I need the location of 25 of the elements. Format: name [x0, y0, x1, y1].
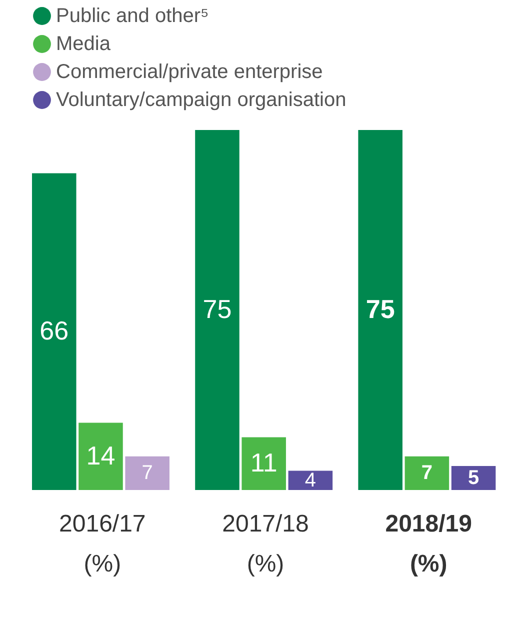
data-label: 75: [202, 294, 232, 324]
data-label: 75: [366, 294, 395, 324]
bar: [32, 173, 76, 490]
data-label: 5: [468, 467, 480, 489]
bar: [78, 422, 123, 490]
data-label: 4: [304, 469, 316, 492]
data-label: 7: [142, 462, 153, 484]
legend-label: Commercial/private enterprise: [56, 61, 323, 83]
x-tick-label: 2018/19 (%): [385, 510, 472, 578]
legend-label: Voluntary/campaign organisation: [56, 89, 346, 111]
bar: [288, 470, 333, 490]
bar: [404, 456, 450, 490]
bar: [242, 437, 286, 490]
data-label: 66: [40, 316, 69, 346]
data-label: 7: [421, 462, 432, 484]
bar: [451, 466, 496, 490]
bar: [358, 130, 402, 490]
legend-label: Media: [56, 33, 112, 55]
legend-label: Public and other⁵: [56, 5, 209, 27]
data-label: 11: [250, 448, 278, 478]
x-tick-label: 2017/18 (%): [222, 510, 309, 578]
x-tick-label: 2016/17 (%): [59, 510, 146, 578]
bar: [195, 130, 240, 490]
data-label: 14: [86, 440, 116, 470]
bar: [125, 456, 170, 490]
